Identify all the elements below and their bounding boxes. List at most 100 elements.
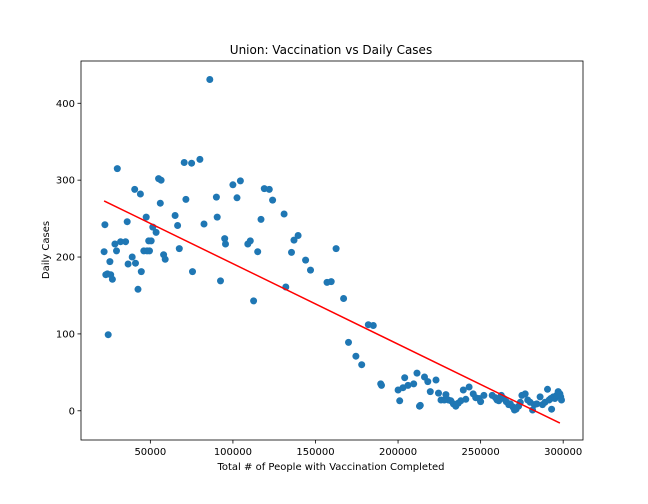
data-point: [459, 386, 467, 394]
data-point: [174, 222, 182, 229]
data-point: [442, 391, 450, 399]
data-point: [401, 374, 409, 382]
data-point: [222, 240, 229, 248]
data-point: [124, 260, 132, 268]
data-point: [345, 338, 352, 346]
data-point: [352, 352, 360, 360]
x-tick-label: 200000: [379, 447, 417, 458]
x-tick-label: 250000: [462, 447, 500, 458]
data-point: [424, 378, 432, 386]
data-point: [416, 401, 424, 409]
data-point: [332, 245, 340, 253]
data-point: [465, 383, 473, 391]
data-point: [432, 376, 440, 384]
plot-frame: [80, 60, 584, 441]
x-tick-label: 300000: [544, 447, 582, 458]
y-tick-label: 200: [56, 253, 75, 264]
data-point: [108, 275, 116, 283]
data-point: [294, 232, 302, 239]
data-point: [269, 196, 277, 204]
trend-line: [103, 200, 561, 424]
x-tick-label: 50000: [134, 447, 166, 458]
data-point: [413, 369, 421, 377]
data-point: [213, 213, 221, 221]
data-point: [113, 165, 121, 173]
plot-marks: [100, 76, 565, 424]
data-point: [290, 236, 298, 244]
y-tick-label: 400: [56, 99, 75, 110]
data-point: [435, 389, 442, 397]
data-point: [188, 159, 196, 167]
data-point: [340, 295, 348, 302]
data-point: [152, 228, 160, 236]
data-point: [200, 220, 208, 228]
data-point: [128, 253, 136, 261]
data-point: [358, 361, 366, 369]
data-point: [410, 380, 418, 388]
data-point: [171, 212, 179, 219]
data-point: [307, 266, 314, 274]
data-point: [101, 221, 109, 229]
y-axis-ticks: 0 100 200 300 400: [56, 99, 81, 417]
data-point: [212, 193, 220, 201]
data-point: [189, 268, 196, 276]
data-point: [480, 391, 488, 399]
data-point: [196, 155, 204, 163]
data-point: [111, 240, 119, 248]
data-point: [288, 248, 295, 256]
x-tick-label: 100000: [214, 447, 252, 458]
data-point: [182, 195, 190, 203]
data-point: [396, 397, 404, 405]
chart-title: Union: Vaccination vs Daily Cases: [230, 43, 432, 57]
data-point: [265, 185, 273, 193]
data-point: [521, 390, 529, 398]
data-point: [280, 210, 288, 218]
data-point: [123, 218, 131, 226]
data-point: [477, 398, 485, 406]
data-point: [175, 245, 183, 253]
data-point: [146, 247, 153, 255]
data-point: [157, 176, 165, 184]
data-point: [302, 256, 310, 264]
data-point: [117, 238, 125, 246]
data-point: [254, 248, 262, 256]
data-point: [233, 194, 241, 202]
data-point: [113, 247, 120, 255]
y-tick-label: 300: [56, 176, 75, 187]
data-point: [544, 385, 551, 393]
data-point: [134, 285, 142, 293]
data-point: [378, 381, 385, 389]
y-tick-label: 0: [69, 406, 75, 417]
data-point: [132, 259, 139, 267]
data-point: [246, 237, 254, 245]
data-point: [122, 238, 130, 246]
x-tick-label: 150000: [296, 447, 334, 458]
data-point: [100, 248, 108, 256]
data-point: [161, 255, 169, 263]
data-point: [250, 297, 258, 305]
data-point: [426, 388, 434, 396]
data-point: [229, 181, 237, 189]
x-axis-label: Total # of People with Vaccination Compl…: [216, 462, 444, 473]
data-point: [217, 277, 224, 285]
data-point: [533, 400, 541, 408]
data-point: [136, 190, 144, 198]
y-tick-label: 100: [56, 329, 75, 340]
x-axis-ticks: 50000 100000 150000 200000 250000 300000: [134, 440, 582, 458]
data-point: [404, 381, 412, 389]
data-point: [236, 177, 244, 185]
data-point: [156, 199, 164, 207]
data-point: [147, 237, 155, 245]
data-point: [221, 235, 229, 243]
data-point: [104, 331, 112, 339]
data-point: [257, 215, 265, 223]
data-point: [462, 395, 470, 403]
data-point: [206, 76, 214, 83]
data-point: [548, 405, 556, 413]
data-point: [131, 185, 139, 193]
data-point: [327, 278, 335, 286]
data-point: [536, 393, 544, 401]
data-point: [137, 268, 145, 276]
